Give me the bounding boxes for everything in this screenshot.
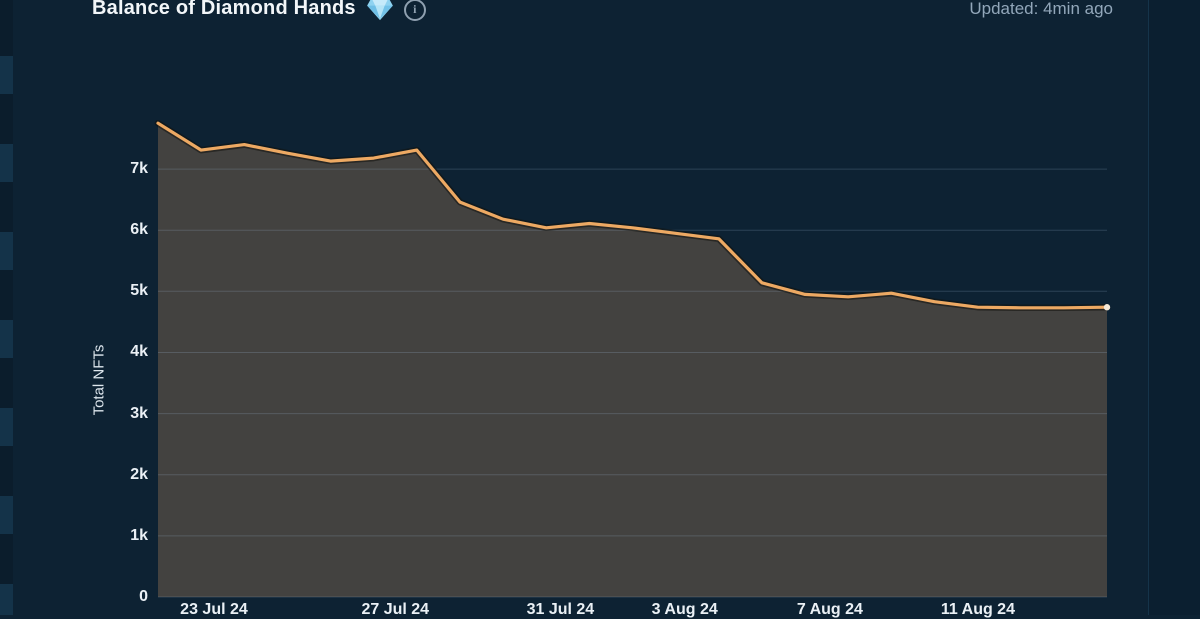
updated-timestamp: Updated: 4min ago xyxy=(969,0,1113,18)
left-edge-panel xyxy=(0,0,13,615)
left-panel-row-fragment xyxy=(0,408,13,446)
x-tick-label: 23 Jul 24 xyxy=(180,601,248,618)
right-edge-panel xyxy=(1148,0,1200,615)
left-panel-row-fragment xyxy=(0,56,13,94)
left-panel-row-fragment xyxy=(0,584,13,615)
x-tick-label: 3 Aug 24 xyxy=(651,601,718,618)
y-tick-label: 4k xyxy=(130,343,148,361)
y-tick-label: 6k xyxy=(130,221,148,239)
y-tick-label: 7k xyxy=(130,160,148,178)
area-chart-plot[interactable] xyxy=(154,100,1111,598)
info-icon[interactable]: i xyxy=(403,0,426,21)
area-chart-svg xyxy=(154,119,1111,598)
left-panel-row-fragment xyxy=(0,232,13,270)
x-tick-label: 31 Jul 24 xyxy=(526,601,595,618)
chart-header: Balance of Diamond Hands i xyxy=(92,0,426,21)
x-tick-label: 27 Jul 24 xyxy=(361,601,430,618)
x-tick-label: 11 Aug 24 xyxy=(940,601,1015,618)
last-point-marker xyxy=(1103,304,1111,311)
left-panel-row-fragment xyxy=(0,496,13,534)
chart-title: Balance of Diamond Hands xyxy=(92,0,356,19)
series-area-fill xyxy=(158,123,1107,597)
diamond-gem-icon xyxy=(366,0,393,21)
series-line xyxy=(156,121,1109,310)
x-tick-label: 7 Aug 24 xyxy=(796,601,863,618)
y-tick-label: 3k xyxy=(130,404,148,422)
left-panel-row-fragment xyxy=(0,320,13,358)
y-tick-label: 1k xyxy=(130,526,148,544)
y-tick-label: 5k xyxy=(130,282,148,300)
left-panel-row-fragment xyxy=(0,144,13,182)
y-tick-label: 0 xyxy=(139,588,148,605)
y-tick-label: 2k xyxy=(130,465,148,483)
